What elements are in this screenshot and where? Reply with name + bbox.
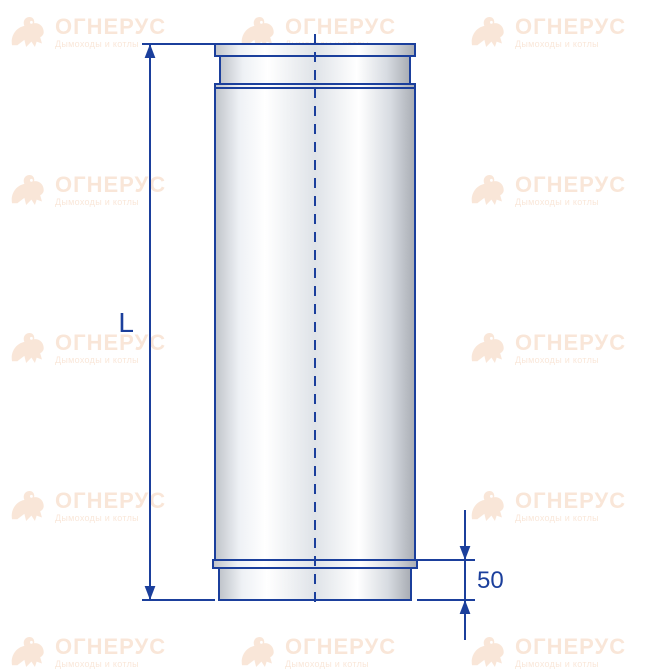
dimension-50: 50: [417, 510, 504, 640]
dimension-50-label: 50: [477, 567, 504, 594]
dimension-L-label: L: [118, 307, 134, 338]
dimension-L: L: [118, 44, 215, 600]
technical-diagram: L 50: [0, 0, 670, 670]
